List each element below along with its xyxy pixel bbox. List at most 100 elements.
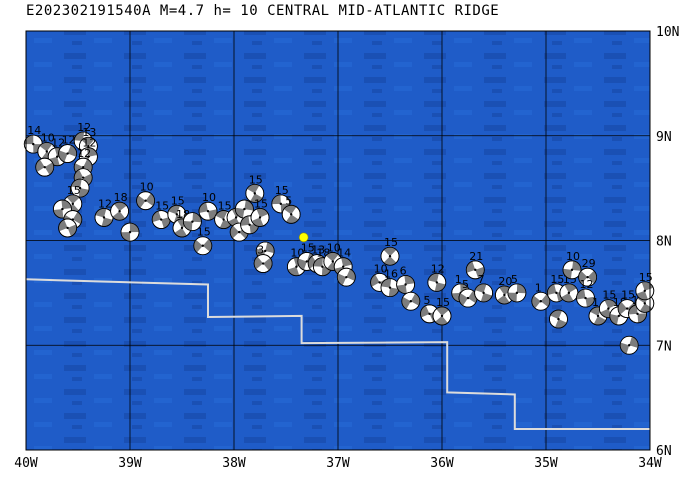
- mechanism-depth-label: 10: [327, 241, 341, 254]
- x-tick-label: 40W: [14, 456, 38, 471]
- focal-mechanism: [35, 157, 55, 177]
- mechanism-depth-label: 13: [311, 244, 325, 257]
- mechanism-depth-label: 1: [455, 273, 462, 286]
- focal-mechanism: 18: [110, 191, 129, 221]
- focal-mechanism: 12: [576, 278, 595, 308]
- focal-mechanism: [619, 335, 639, 355]
- mechanism-depth-label: 15: [639, 271, 653, 284]
- y-tick-label: 9N: [656, 130, 672, 145]
- y-tick-label: 10N: [656, 25, 679, 40]
- mechanism-depth-label: 15: [254, 197, 268, 210]
- mechanism-depth-label: 14: [27, 124, 41, 137]
- focal-mechanism: 5: [458, 278, 478, 308]
- focal-mechanism: 15: [250, 197, 270, 227]
- focal-mechanism: 5: [507, 273, 527, 303]
- focal-mechanism: 21: [465, 250, 485, 280]
- focal-mechanism: 12: [94, 197, 114, 227]
- focal-mechanism: 15: [214, 200, 234, 229]
- mechanism-depth-label: 15: [275, 184, 289, 197]
- x-axis-labels: 40W 39W 38W 37W 36W 35W 34W: [14, 456, 662, 471]
- mechanism-depth-label: 15: [197, 226, 211, 239]
- mechanism-depth-label: 15: [171, 194, 185, 207]
- mechanism-depth-label: 18: [114, 191, 128, 204]
- focal-mechanism: [182, 212, 202, 232]
- mechanism-depth-label: 6: [400, 264, 407, 277]
- focal-mechanism: 3: [253, 244, 273, 273]
- mechanism-depth-label: 10: [566, 250, 580, 263]
- focal-mechanism: 12: [427, 262, 447, 292]
- y-tick-label: 8N: [656, 235, 672, 250]
- mechanism-depth-label: 5: [285, 194, 292, 207]
- focal-mechanism: [58, 218, 77, 238]
- focal-mechanism: 6: [396, 264, 416, 294]
- focal-mechanism: 15: [380, 236, 400, 266]
- mechanism-depth-label: 15: [67, 184, 81, 197]
- mechanism-depth-label: 15: [384, 236, 398, 249]
- mechanism-depth-label: 12: [431, 262, 445, 275]
- map-title: E202302191540A M=4.7 h= 10 CENTRAL MID-A…: [26, 3, 500, 19]
- x-tick-label: 34W: [638, 456, 662, 471]
- focal-mechanism: 1: [531, 281, 551, 311]
- mechanism-depth-label: 15: [218, 200, 232, 213]
- focal-mechanism: 10: [562, 250, 582, 280]
- mechanism-depth-label: 10: [41, 131, 55, 144]
- mechanism-depth-label: 15: [550, 273, 564, 286]
- focal-mechanism: 1: [588, 296, 608, 326]
- focal-mechanism: [336, 267, 356, 287]
- mechanism-depth-label: 10: [202, 191, 216, 204]
- focal-mechanism: [234, 199, 254, 219]
- focal-mechanism: 15: [193, 226, 213, 256]
- y-tick-label: 7N: [656, 339, 672, 354]
- x-tick-label: 39W: [118, 456, 142, 471]
- mechanism-depth-label: 13: [82, 126, 96, 139]
- focal-mechanism: 7: [474, 273, 494, 303]
- mechanism-depth-label: 15: [621, 289, 635, 302]
- mechanism-depth-label: 12: [98, 197, 112, 210]
- focal-mechanism: 15: [432, 296, 452, 326]
- mechanism-depth-label: 10: [374, 262, 388, 275]
- mechanism-depth-label: 5: [511, 273, 518, 286]
- focal-mechanism: 12: [58, 134, 77, 163]
- focal-mechanism: [401, 291, 421, 311]
- mechanism-depth-label: 5: [424, 294, 431, 307]
- x-tick-label: 37W: [326, 456, 350, 471]
- plate-boundary-layer: [26, 278, 650, 431]
- focal-mechanism: 15: [559, 273, 579, 303]
- focal-mechanism: [73, 168, 93, 188]
- focal-mechanism: 15: [635, 271, 655, 301]
- mechanism-depth-label: 15: [301, 241, 315, 254]
- mechanism-depth-label: 5: [462, 278, 469, 291]
- mechanism-depth-label: 15: [155, 200, 169, 213]
- focal-mechanism: [549, 309, 568, 329]
- mechanism-depth-label: 12: [62, 134, 76, 147]
- mechanism-depth-label: 12: [77, 147, 91, 160]
- y-axis-labels: 10N 9N 8N 7N 6N: [656, 25, 679, 459]
- y-tick-label: 6N: [656, 444, 672, 459]
- mechanism-depth-label: 15: [602, 289, 616, 302]
- focal-mechanism: 5: [281, 194, 301, 224]
- event-marker-layer: [298, 232, 309, 243]
- focal-mechanism: 10: [198, 191, 218, 221]
- mechanism-depth-label: 10: [140, 181, 154, 194]
- x-tick-label: 38W: [222, 456, 246, 471]
- mechanism-depth-label: 12: [580, 278, 594, 291]
- map-frame: [25, 30, 651, 451]
- mechanism-depth-label: 15: [249, 173, 263, 186]
- focal-mechanism: [120, 222, 140, 242]
- mechanism-depth-label: 15: [436, 296, 450, 309]
- mechanism-depth-label: 12: [77, 121, 91, 134]
- x-tick-label: 36W: [430, 456, 454, 471]
- plate-boundary-line: [26, 278, 650, 431]
- mechanism-depth-label: 3: [257, 244, 264, 257]
- mechanism-depth-label: 16: [384, 268, 398, 281]
- mechanism-depth-label: 1: [592, 296, 599, 309]
- event-epicenter-marker: [298, 232, 309, 243]
- focal-mechanism: 15: [151, 200, 171, 229]
- mechanism-depth-label: 14: [337, 247, 351, 260]
- mechanism-depth-label: 29: [582, 257, 596, 270]
- focal-mechanism: 20: [494, 275, 514, 305]
- focal-mechanism: 10: [136, 181, 156, 211]
- focal-mechanism: 16: [380, 268, 400, 298]
- mechanism-depth-label: 7: [478, 273, 485, 286]
